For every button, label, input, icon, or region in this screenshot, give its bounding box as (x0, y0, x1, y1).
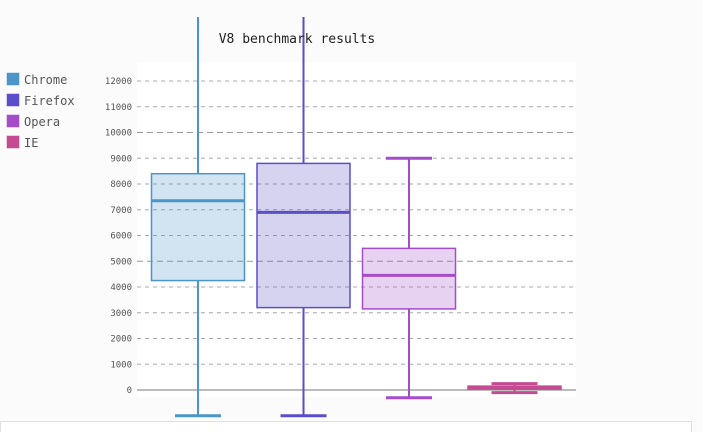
y-tick-label: 8000 (110, 180, 132, 190)
y-tick-label: 4000 (110, 283, 132, 293)
legend-label: Opera (24, 115, 60, 129)
y-tick-label: 1000 (110, 360, 132, 370)
box-opera[interactable] (361, 156, 457, 400)
legend-label: Chrome (24, 73, 67, 87)
y-tick-label: 5000 (110, 257, 132, 267)
plot-area (137, 62, 576, 397)
box-chrome[interactable] (150, 17, 246, 418)
legend-item-firefox[interactable]: Firefox (6, 93, 75, 108)
y-tick-label: 9000 (110, 154, 132, 164)
legend-swatch (6, 114, 20, 128)
bottom-frame (0, 421, 692, 432)
chart-title: V8 benchmark results (219, 32, 376, 47)
y-tick-label: 6000 (110, 232, 132, 242)
legend-label: Firefox (24, 94, 75, 108)
iqr-box (150, 172, 246, 282)
legend-item-opera[interactable]: Opera (6, 114, 60, 129)
legend-item-ie[interactable]: IE (6, 135, 38, 150)
legend-swatch (6, 72, 20, 86)
y-tick-label: 3000 (110, 309, 132, 319)
y-tick-label: 7000 (110, 206, 132, 216)
y-tick-label: 12000 (105, 77, 132, 87)
legend-label: IE (24, 136, 38, 150)
y-tick-label: 10000 (105, 129, 132, 139)
legend-swatch (6, 135, 20, 149)
y-tick-label: 0 (127, 386, 132, 396)
y-tick-label: 2000 (110, 335, 132, 345)
legend-item-chrome[interactable]: Chrome (6, 72, 67, 87)
box-firefox[interactable] (256, 17, 351, 418)
iqr-box (361, 247, 457, 310)
box-ie[interactable] (467, 382, 562, 395)
iqr-box (256, 162, 351, 309)
legend-swatch (6, 93, 20, 107)
y-tick-label: 11000 (105, 103, 132, 113)
